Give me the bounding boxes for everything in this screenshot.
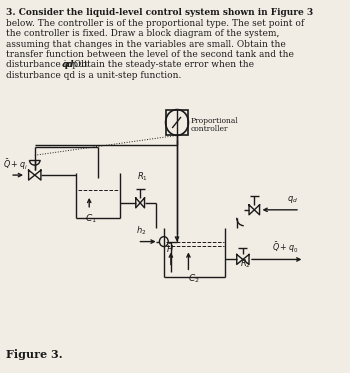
Text: below. The controller is of the proportional type. The set point of: below. The controller is of the proporti… — [6, 19, 304, 28]
Text: the controller is fixed. Draw a block diagram of the system,: the controller is fixed. Draw a block di… — [6, 29, 279, 38]
Text: 3. Consider the liquid-level control system shown in Figure 3: 3. Consider the liquid-level control sys… — [6, 8, 313, 17]
Text: $h_2$: $h_2$ — [136, 225, 146, 237]
Text: Figure 3.: Figure 3. — [6, 349, 62, 360]
Text: $R_1$: $R_1$ — [136, 170, 148, 182]
Text: $q_d$: $q_d$ — [287, 194, 298, 205]
Bar — [166, 110, 188, 135]
Text: assuming that changes in the variables are small. Obtain the: assuming that changes in the variables a… — [6, 40, 286, 48]
Text: $C_1$: $C_1$ — [85, 213, 97, 225]
Text: disturbance qd is a unit-step function.: disturbance qd is a unit-step function. — [6, 71, 181, 80]
Text: $\bar{H}$: $\bar{H}$ — [166, 242, 174, 254]
Text: Proportional: Proportional — [191, 116, 239, 125]
Text: qd: qd — [62, 60, 75, 69]
Text: $R_2$: $R_2$ — [240, 257, 251, 270]
Text: $\bar{Q}+q_0$: $\bar{Q}+q_0$ — [272, 240, 298, 254]
Text: $C_2$: $C_2$ — [188, 272, 200, 285]
Text: disturbance input: disturbance input — [6, 60, 90, 69]
Text: controller: controller — [191, 125, 229, 134]
Text: Obtain the steady-state error when the: Obtain the steady-state error when the — [71, 60, 254, 69]
Text: transfer function between the level of the second tank and the: transfer function between the level of t… — [6, 50, 294, 59]
Text: $\bar{Q}+q_i$: $\bar{Q}+q_i$ — [3, 157, 28, 172]
